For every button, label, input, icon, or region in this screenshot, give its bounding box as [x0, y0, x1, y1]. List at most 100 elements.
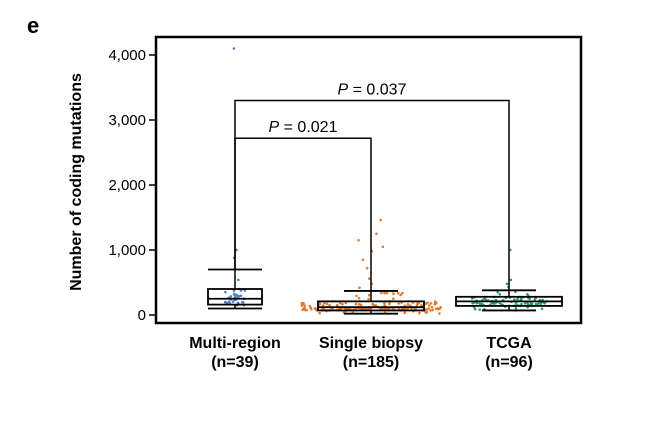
data-point — [308, 304, 312, 308]
category-label: Multi-region — [189, 335, 281, 352]
data-point — [438, 312, 441, 315]
data-point — [358, 286, 361, 290]
category-n-label: (n=96) — [485, 354, 533, 371]
category-label: TCGA — [486, 335, 532, 352]
data-point — [357, 296, 361, 300]
data-point — [385, 291, 389, 295]
data-point — [232, 47, 236, 50]
data-point — [473, 307, 477, 311]
data-point — [539, 301, 543, 305]
data-point — [235, 293, 238, 297]
data-point — [433, 303, 437, 306]
data-point — [505, 282, 509, 286]
data-point — [383, 301, 386, 305]
data-point — [471, 301, 474, 305]
data-point — [379, 218, 383, 222]
data-point — [494, 301, 497, 305]
box — [207, 288, 263, 306]
data-point — [225, 301, 229, 305]
data-point — [526, 292, 529, 296]
data-point — [431, 308, 435, 312]
data-point — [483, 297, 486, 301]
data-point — [427, 307, 430, 310]
data-point — [381, 245, 385, 249]
y-tick-label: 3,000 — [108, 112, 146, 129]
data-point — [397, 302, 401, 305]
y-tick-label: 2,000 — [108, 177, 146, 194]
data-point — [540, 307, 544, 311]
panel-label: e — [27, 13, 39, 38]
y-tick-label: 4,000 — [108, 47, 146, 64]
data-point — [341, 302, 344, 306]
data-point — [367, 307, 370, 311]
category-n-label: (n=39) — [211, 354, 259, 371]
data-point — [375, 232, 378, 236]
data-point — [301, 303, 304, 307]
data-point — [231, 300, 235, 303]
data-point — [229, 295, 233, 298]
data-point — [434, 307, 438, 311]
data-point — [318, 302, 322, 306]
data-point — [429, 309, 432, 312]
data-point — [224, 290, 227, 294]
box — [317, 300, 425, 312]
data-point — [310, 307, 313, 311]
comparison-bracket — [234, 137, 372, 291]
data-point — [357, 302, 361, 306]
data-point — [415, 303, 419, 307]
p-value-label: P = 0.037 — [338, 82, 407, 99]
data-point — [232, 289, 236, 292]
data-point — [437, 307, 440, 311]
data-point — [420, 304, 423, 307]
data-point — [392, 292, 395, 296]
data-point — [401, 291, 404, 295]
data-point — [425, 302, 428, 305]
data-point — [498, 292, 502, 296]
data-point — [318, 311, 321, 315]
data-point — [478, 302, 482, 305]
data-point — [391, 297, 395, 301]
data-point — [237, 294, 240, 298]
data-point — [514, 306, 518, 310]
data-point — [321, 304, 325, 307]
data-point — [403, 311, 407, 314]
data-point — [388, 302, 391, 306]
data-point — [361, 258, 365, 262]
category-n-label: (n=185) — [343, 354, 399, 371]
p-value-label: P = 0.021 — [269, 119, 338, 136]
data-point — [232, 292, 236, 296]
data-point — [357, 238, 360, 242]
data-point — [513, 298, 516, 301]
data-point — [355, 294, 358, 298]
data-point — [425, 311, 429, 314]
y-axis: 0 1,000 2,000 3,000 4,000 — [108, 37, 157, 324]
data-point — [367, 297, 370, 301]
data-point — [303, 304, 306, 307]
data-point — [325, 302, 329, 305]
data-point — [240, 300, 244, 304]
comparison-bracket — [234, 99, 510, 291]
data-point — [509, 278, 513, 282]
data-point — [338, 301, 342, 305]
y-axis-title: Number of coding mutations — [68, 73, 85, 291]
category-label: Single biopsy — [319, 335, 423, 352]
data-point — [523, 302, 527, 305]
x-axis-categories: Multi-region (n=39) Single biopsy (n=185) TC… — [189, 335, 533, 371]
data-point — [301, 308, 304, 312]
data-point — [344, 301, 348, 305]
data-point — [305, 308, 308, 312]
data-point — [430, 305, 434, 309]
data-point — [239, 294, 243, 298]
data-point — [354, 302, 358, 306]
data-point — [496, 290, 499, 294]
box-plots — [207, 268, 563, 315]
data-point — [428, 304, 431, 307]
data-point — [328, 303, 331, 307]
data-point — [429, 301, 433, 305]
data-point — [372, 304, 376, 307]
data-point — [235, 248, 238, 252]
data-point — [396, 291, 400, 295]
data-point — [409, 304, 412, 307]
data-point — [380, 291, 383, 295]
